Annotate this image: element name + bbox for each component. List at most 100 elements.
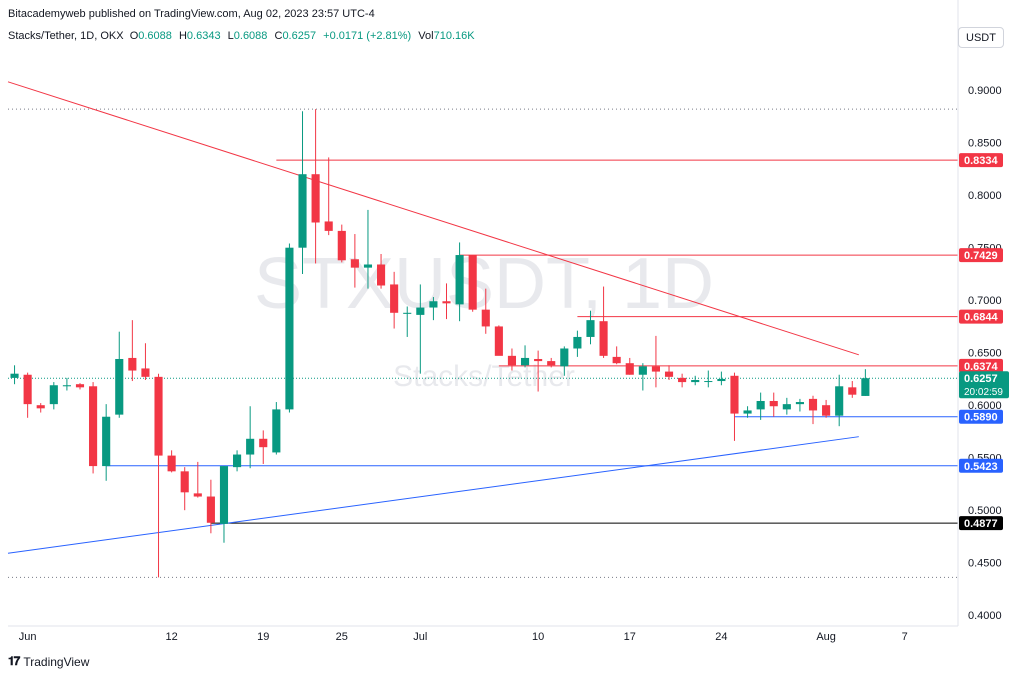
candle[interactable] [154, 373, 163, 578]
candle-body [219, 466, 229, 524]
candle[interactable] [89, 382, 98, 474]
candle[interactable] [664, 365, 674, 380]
candle-body [337, 230, 346, 261]
candle[interactable] [547, 357, 556, 368]
candle[interactable] [455, 242, 464, 322]
candle[interactable] [219, 466, 229, 543]
candle-body [285, 247, 294, 410]
candle[interactable] [481, 288, 490, 334]
candle[interactable] [678, 373, 687, 388]
candle-body [769, 400, 778, 407]
candle[interactable] [717, 371, 726, 386]
candle[interactable] [62, 377, 71, 391]
candle[interactable] [586, 310, 595, 345]
level-price-tag [959, 153, 1003, 168]
candle[interactable] [520, 345, 530, 368]
candle[interactable] [102, 404, 111, 481]
candle-body [376, 264, 386, 286]
candle[interactable] [337, 224, 346, 263]
candle[interactable] [769, 392, 778, 417]
candle[interactable] [560, 346, 569, 376]
candle-body [547, 361, 556, 366]
x-tick-label: Jul [413, 631, 427, 643]
candle[interactable] [625, 357, 634, 375]
candle[interactable] [704, 370, 713, 388]
candle[interactable] [416, 284, 425, 374]
candle[interactable] [848, 381, 857, 398]
y-tick-label: 0.6500 [968, 348, 1002, 360]
candle[interactable] [285, 243, 294, 413]
candle[interactable] [573, 330, 582, 357]
candle[interactable] [324, 157, 333, 236]
candle[interactable] [743, 406, 752, 418]
symbol-label[interactable]: Stacks/Tether, 1D, OKX [8, 30, 124, 42]
candle[interactable] [298, 111, 307, 274]
candle-body [808, 398, 818, 411]
candle[interactable] [494, 325, 503, 356]
volume-label: Vol [418, 30, 434, 42]
candle[interactable] [782, 397, 791, 415]
level-price-tag [959, 409, 1003, 424]
candle[interactable] [808, 395, 818, 425]
candle[interactable] [206, 479, 215, 534]
candle[interactable] [49, 382, 58, 410]
candle[interactable] [115, 331, 124, 418]
close-value: 0.6257 [282, 30, 317, 42]
candle[interactable] [861, 369, 870, 396]
trendline[interactable] [7, 436, 859, 554]
candle[interactable] [429, 297, 438, 321]
candle[interactable] [350, 234, 359, 288]
low-value: 0.6088 [233, 30, 268, 42]
candle-body [246, 438, 255, 455]
candle[interactable] [468, 255, 477, 312]
candle[interactable] [651, 335, 660, 388]
candle[interactable] [691, 375, 700, 386]
x-tick-label: 7 [902, 631, 908, 643]
candle[interactable] [167, 450, 176, 473]
candle[interactable] [390, 271, 399, 329]
candle[interactable] [730, 372, 739, 441]
candle[interactable] [141, 343, 150, 380]
candle[interactable] [193, 461, 202, 498]
low-label: L [227, 30, 234, 42]
currency-button[interactable]: USDT [958, 27, 1004, 48]
candle-body [507, 355, 517, 366]
candle[interactable] [442, 283, 451, 320]
candle[interactable] [259, 430, 268, 464]
candle[interactable] [23, 372, 32, 418]
candle[interactable] [311, 109, 320, 264]
open-value: 0.6088 [138, 30, 172, 42]
candle[interactable] [75, 383, 85, 390]
level-price-label: 0.7429 [964, 250, 998, 262]
x-tick-label: 12 [165, 631, 177, 643]
tradingview-footer[interactable]: 𝟏𝟕 TradingView [8, 654, 89, 669]
candle[interactable] [638, 363, 647, 391]
candle[interactable] [612, 346, 621, 365]
candle[interactable] [599, 286, 608, 358]
candle[interactable] [403, 306, 412, 337]
candle[interactable] [835, 374, 844, 427]
candle[interactable] [507, 348, 517, 371]
candle[interactable] [128, 320, 137, 382]
candle-body [638, 366, 647, 375]
candle[interactable] [233, 450, 242, 472]
candle[interactable] [756, 392, 765, 420]
level-price-label: 0.6374 [964, 361, 999, 373]
candle[interactable] [272, 402, 281, 455]
candle-body [350, 259, 359, 268]
candle-body [259, 438, 268, 448]
candle-body [272, 409, 281, 453]
candle[interactable] [822, 399, 831, 418]
trendline[interactable] [7, 81, 859, 356]
candle[interactable] [795, 398, 804, 412]
candle[interactable] [534, 350, 543, 392]
y-tick-label: 0.4000 [968, 610, 1002, 622]
candle[interactable] [36, 403, 45, 413]
candle[interactable] [363, 209, 373, 289]
candle[interactable] [246, 406, 255, 469]
candle-body [717, 378, 726, 382]
candle[interactable] [376, 253, 386, 289]
candle[interactable] [10, 365, 19, 385]
candle[interactable] [180, 467, 189, 511]
